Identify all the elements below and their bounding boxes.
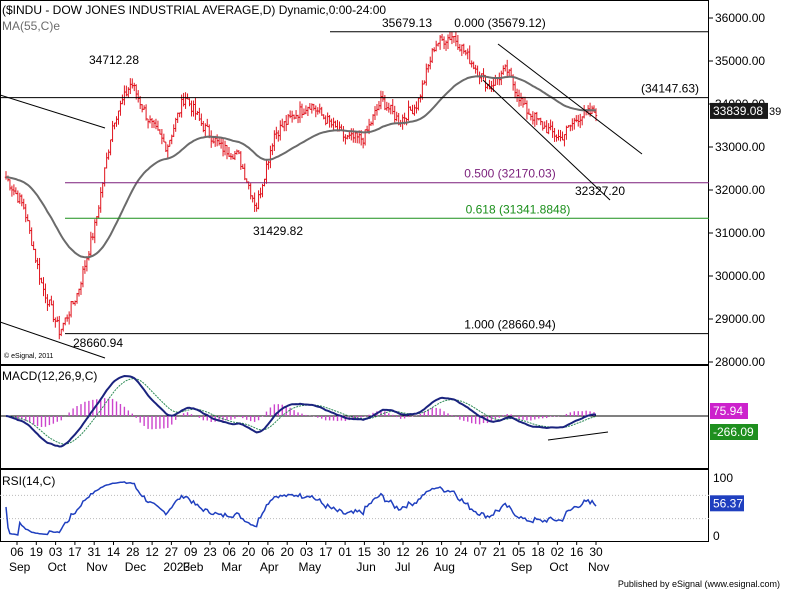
rsi-label: RSI(14,C) <box>2 474 55 488</box>
price-last-value: 33839.08 <box>713 104 763 118</box>
x-month-label: Sep <box>9 560 31 574</box>
x-date-label: 17 <box>319 545 333 559</box>
axis-layer: 36000.0035000.0034000.0033000.0032000.00… <box>9 11 781 574</box>
level-label: 0.618 (31341.8848) <box>466 202 571 216</box>
x-date-label: 26 <box>416 545 430 559</box>
x-date-label: 31 <box>88 545 102 559</box>
x-month-label: Mar <box>221 560 242 574</box>
price-tick-label: 35000.00 <box>715 54 765 68</box>
price-annotation: 31429.82 <box>253 224 303 238</box>
macd-trendline <box>547 431 609 441</box>
rsi-layer <box>0 481 709 536</box>
x-date-label: 21 <box>493 545 507 559</box>
price-tick-label: 33000.00 <box>715 140 765 154</box>
x-month-label: Aug <box>434 560 455 574</box>
level-label: 0.000 (35679.12) <box>454 16 545 30</box>
signal-value-tag <box>710 424 758 440</box>
x-month-label: Oct <box>48 560 67 574</box>
x-date-label: 02 <box>551 545 565 559</box>
x-date-label: 03 <box>300 545 314 559</box>
x-date-label: 30 <box>589 545 603 559</box>
x-date-label: 27 <box>165 545 179 559</box>
rsi-tick-label: 100 <box>713 471 733 485</box>
signal-value: -266.09 <box>713 425 754 439</box>
chart-title: ($INDU - DOW JONES INDUSTRIAL AVERAGE,D)… <box>2 3 386 17</box>
level-label: 1.000 (28660.94) <box>464 318 555 332</box>
trendline-bottom <box>0 321 106 359</box>
price-last-suffix: 39 <box>769 106 781 118</box>
x-date-label: 06 <box>223 545 237 559</box>
price-tick-label: 30000.00 <box>715 269 765 283</box>
ma-label: MA(55,C)e <box>2 19 60 33</box>
price-annotation: 35679.13 <box>382 16 432 30</box>
x-date-label: 14 <box>107 545 121 559</box>
x-month-label: Nov <box>588 560 609 574</box>
macd-panel-frame <box>0 365 709 469</box>
rsi-tick-label: 0 <box>713 529 720 543</box>
x-date-label: 28 <box>126 545 140 559</box>
level-label: 0.500 (32170.03) <box>464 167 555 181</box>
level-label: (34147.63) <box>641 82 699 96</box>
price-tick-label: 29000.00 <box>715 312 765 326</box>
x-month-label: Apr <box>260 560 279 574</box>
macd-value: 75.94 <box>713 404 743 418</box>
x-date-label: 16 <box>570 545 584 559</box>
x-month-label: Oct <box>549 560 568 574</box>
x-date-label: 06 <box>10 545 24 559</box>
price-annotation: 34712.28 <box>89 53 139 67</box>
x-date-label: 17 <box>68 545 82 559</box>
x-month-label: Sep <box>511 560 533 574</box>
x-date-label: 20 <box>242 545 256 559</box>
price-last-tag <box>710 102 768 119</box>
macd-value-tag <box>710 403 748 419</box>
x-date-label: 20 <box>281 545 295 559</box>
x-date-label: 06 <box>261 545 275 559</box>
x-month-label: May <box>299 560 322 574</box>
price-annotation: 28660.94 <box>73 336 123 350</box>
channel-upper <box>497 43 643 155</box>
x-date-label: 18 <box>531 545 545 559</box>
x-date-label: 01 <box>338 545 352 559</box>
x-date-label: 30 <box>377 545 391 559</box>
x-date-label: 05 <box>512 545 526 559</box>
price-tick-label: 36000.00 <box>715 11 765 25</box>
macd-signal-line <box>6 378 597 445</box>
x-date-label: 07 <box>474 545 488 559</box>
rsi-value-tag <box>710 495 744 512</box>
channel-lower <box>482 79 611 201</box>
rsi-panel-frame <box>0 469 709 542</box>
macd-line <box>5 374 597 448</box>
x-month-label: Nov <box>86 560 107 574</box>
macd-layer <box>0 374 709 448</box>
x-date-label: 23 <box>203 545 217 559</box>
x-date-label: 03 <box>49 545 63 559</box>
ma-line <box>5 75 597 259</box>
x-date-label: 12 <box>396 545 410 559</box>
x-month-label: Feb <box>183 560 204 574</box>
price-tick-label: 28000.00 <box>715 355 765 369</box>
x-month-label: 2023 <box>163 560 190 574</box>
x-date-label: 10 <box>435 545 449 559</box>
price-tick-label: 32000.00 <box>715 183 765 197</box>
macd-label: MACD(12,26,9,C) <box>2 369 97 383</box>
x-date-label: 24 <box>454 545 468 559</box>
trendline-top <box>0 94 106 129</box>
rsi-value: 56.37 <box>713 496 743 510</box>
x-month-label: Jul <box>395 560 410 574</box>
x-date-label: 12 <box>145 545 159 559</box>
rsi-line <box>5 481 597 536</box>
price-tick-label: 31000.00 <box>715 226 765 240</box>
price-annotation: 32327.20 <box>575 184 625 198</box>
x-date-label: 09 <box>184 545 198 559</box>
x-month-label: Jun <box>356 560 375 574</box>
x-date-label: 15 <box>358 545 372 559</box>
publisher-label: Published by eSignal (www.esignal.com) <box>618 579 780 589</box>
copyright-label: © eSignal, 2011 <box>4 352 54 360</box>
x-date-label: 19 <box>30 545 44 559</box>
x-month-label: Dec <box>125 560 146 574</box>
price-layer: 0.000 (35679.12) 0.500 (32170.03) 0.618 (3… <box>0 16 709 359</box>
